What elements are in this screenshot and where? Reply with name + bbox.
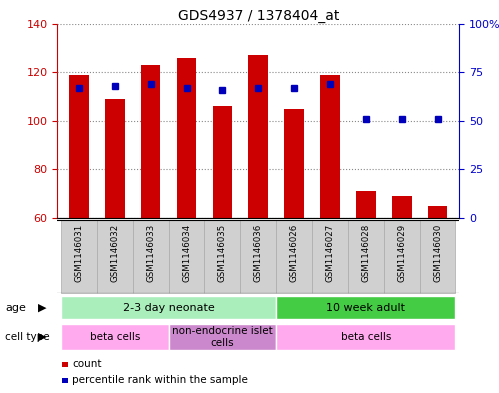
- Bar: [205, 220, 241, 293]
- Text: non-endocrine islet
cells: non-endocrine islet cells: [172, 326, 273, 348]
- Bar: [169, 324, 276, 350]
- Text: GSM1146033: GSM1146033: [146, 224, 155, 282]
- Text: GSM1146027: GSM1146027: [325, 224, 334, 282]
- Text: cell type: cell type: [5, 332, 49, 342]
- Text: GSM1146028: GSM1146028: [361, 224, 370, 282]
- Text: GSM1146035: GSM1146035: [218, 224, 227, 282]
- Text: 2-3 day neonate: 2-3 day neonate: [123, 303, 215, 312]
- Text: beta cells: beta cells: [90, 332, 140, 342]
- Bar: [312, 220, 348, 293]
- Text: GSM1146036: GSM1146036: [253, 224, 263, 282]
- Bar: [133, 220, 169, 293]
- Bar: [392, 196, 412, 218]
- Bar: [177, 58, 197, 218]
- Bar: [276, 324, 456, 350]
- Text: beta cells: beta cells: [341, 332, 391, 342]
- Text: percentile rank within the sample: percentile rank within the sample: [72, 375, 248, 385]
- Bar: [284, 109, 304, 218]
- Bar: [241, 220, 276, 293]
- Text: count: count: [72, 359, 102, 369]
- Text: GSM1146031: GSM1146031: [74, 224, 83, 282]
- Bar: [141, 65, 161, 218]
- Bar: [348, 220, 384, 293]
- Bar: [420, 220, 456, 293]
- Bar: [69, 75, 89, 218]
- Text: ▶: ▶: [38, 332, 47, 342]
- Bar: [276, 296, 456, 319]
- Title: GDS4937 / 1378404_at: GDS4937 / 1378404_at: [178, 9, 339, 22]
- Bar: [105, 99, 125, 218]
- Text: age: age: [5, 303, 26, 312]
- Text: GSM1146034: GSM1146034: [182, 224, 191, 282]
- Bar: [169, 220, 205, 293]
- Bar: [428, 206, 448, 218]
- Bar: [356, 191, 376, 218]
- Text: GSM1146032: GSM1146032: [110, 224, 119, 282]
- Bar: [384, 220, 420, 293]
- Bar: [61, 220, 97, 293]
- Bar: [320, 75, 340, 218]
- Bar: [276, 220, 312, 293]
- Text: ▶: ▶: [38, 303, 47, 312]
- Text: GSM1146029: GSM1146029: [397, 224, 406, 282]
- Text: GSM1146026: GSM1146026: [289, 224, 298, 282]
- Bar: [249, 55, 268, 218]
- Text: GSM1146030: GSM1146030: [433, 224, 442, 282]
- Bar: [61, 296, 276, 319]
- Bar: [213, 106, 232, 218]
- Bar: [97, 220, 133, 293]
- Text: 10 week adult: 10 week adult: [326, 303, 405, 312]
- Bar: [61, 324, 169, 350]
